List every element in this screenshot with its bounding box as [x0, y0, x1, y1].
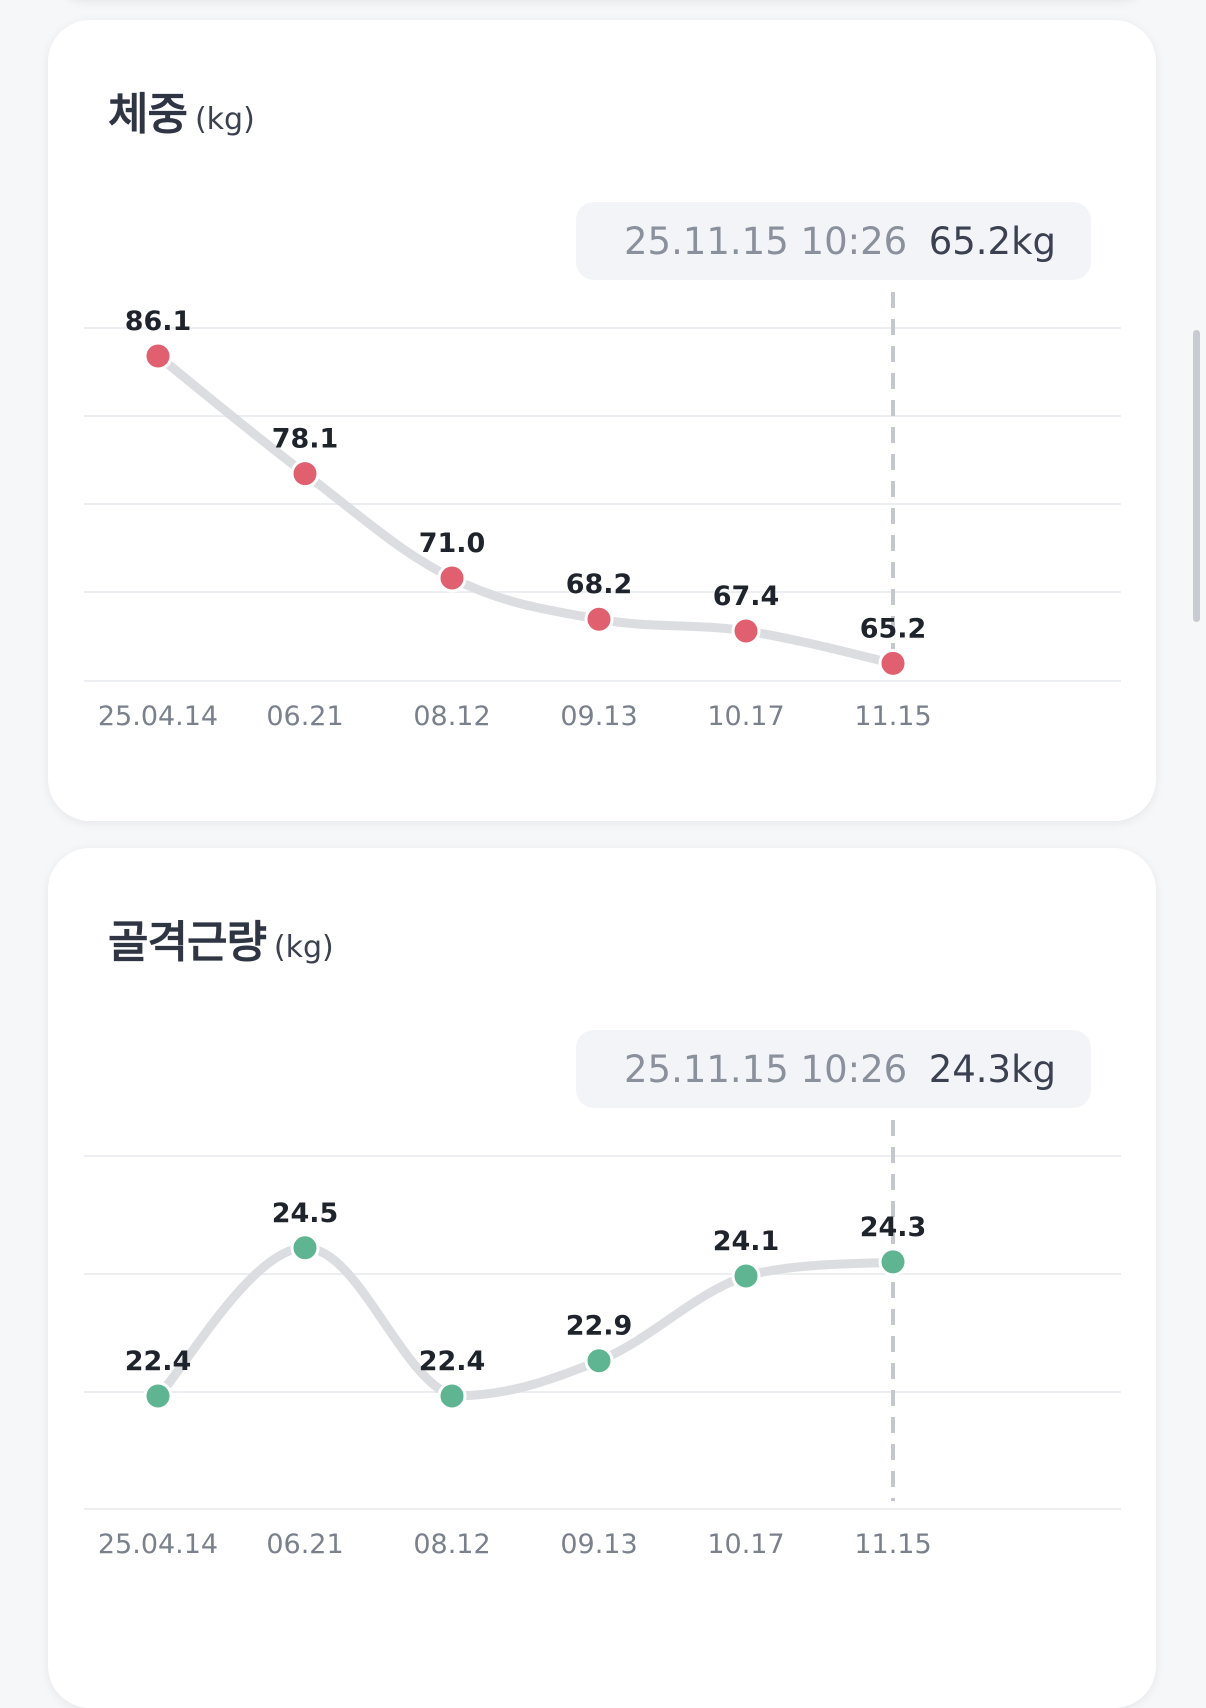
- weight-x-tick-label: 06.21: [266, 701, 343, 732]
- muscle-title: 골격근량: [108, 917, 267, 968]
- weight-data-label: 78.1: [272, 424, 339, 455]
- muscle-point[interactable]: [290, 1233, 320, 1263]
- weight-x-tick-label: 25.04.14: [98, 701, 218, 732]
- weight-point[interactable]: [731, 616, 761, 646]
- weight-data-label: 71.0: [419, 528, 486, 559]
- weight-point[interactable]: [143, 341, 173, 371]
- muscle-series-line: [153, 1243, 898, 1401]
- weight-data-label: 67.4: [713, 581, 780, 612]
- muscle-x-tick-label: 11.15: [854, 1529, 931, 1560]
- weight-point[interactable]: [290, 459, 320, 489]
- scrollbar[interactable]: [1193, 330, 1200, 622]
- muscle-tooltip-value: 24.3kg: [929, 1048, 1056, 1091]
- weight-unit: (kg): [194, 102, 255, 137]
- muscle-point[interactable]: [584, 1346, 614, 1376]
- weight-point[interactable]: [584, 604, 614, 634]
- muscle-card: 골격근량 (kg) 22.4 24.5 22.4 22.9 24.1 24.3 25.04.…: [48, 848, 1156, 1708]
- weight-x-tick-label: 10.17: [707, 701, 784, 732]
- weight-point[interactable]: [878, 648, 908, 678]
- weight-tooltip-bg: [576, 202, 1091, 280]
- muscle-data-label: 22.4: [419, 1346, 486, 1377]
- muscle-point[interactable]: [731, 1261, 761, 1291]
- weight-tooltip-date: 25.11.15 10:26: [624, 220, 907, 263]
- muscle-data-label: 24.3: [860, 1212, 927, 1243]
- muscle-x-tick-label: 09.13: [560, 1529, 637, 1560]
- muscle-tooltip-bg: [576, 1030, 1091, 1108]
- weight-title: 체중: [108, 89, 188, 140]
- muscle-data-label: 22.4: [125, 1346, 192, 1377]
- weight-card: 체중 (kg) 86.1 78.1 71.0 68.2 67.4 65.2 25.04.14…: [48, 20, 1156, 821]
- muscle-data-label: 24.5: [272, 1198, 339, 1229]
- weight-x-tick-label: 09.13: [560, 701, 637, 732]
- weight-tooltip-value: 65.2kg: [929, 220, 1056, 263]
- muscle-x-tick-label: 06.21: [266, 1529, 343, 1560]
- muscle-unit: (kg): [273, 930, 334, 965]
- muscle-card-title: 골격근량 (kg): [108, 906, 334, 970]
- muscle-data-label: 22.9: [566, 1311, 633, 1342]
- weight-x-tick-label: 08.12: [413, 701, 490, 732]
- weight-data-label: 86.1: [125, 306, 192, 337]
- muscle-data-label: 24.1: [713, 1226, 780, 1257]
- weight-point[interactable]: [437, 563, 467, 593]
- weight-chart[interactable]: 86.1 78.1 71.0 68.2 67.4 65.2 25.04.14 06.21 08.…: [48, 20, 1156, 821]
- weight-series-line: [153, 351, 898, 668]
- muscle-x-tick-label: 25.04.14: [98, 1529, 218, 1560]
- muscle-tooltip: 25.11.15 10:26 24.3kg: [576, 1030, 1091, 1108]
- weight-data-label: 68.2: [566, 569, 633, 600]
- weight-tooltip: 25.11.15 10:26 65.2kg: [576, 202, 1091, 280]
- weight-card-title: 체중 (kg): [108, 78, 255, 142]
- muscle-x-tick-label: 10.17: [707, 1529, 784, 1560]
- muscle-chart[interactable]: 22.4 24.5 22.4 22.9 24.1 24.3 25.04.14 06.21 08.…: [48, 848, 1156, 1708]
- muscle-x-tick-label: 08.12: [413, 1529, 490, 1560]
- muscle-point[interactable]: [437, 1381, 467, 1411]
- muscle-tooltip-date: 25.11.15 10:26: [624, 1048, 907, 1091]
- muscle-point[interactable]: [143, 1381, 173, 1411]
- weight-x-tick-label: 11.15: [854, 701, 931, 732]
- weight-data-label: 65.2: [860, 613, 927, 644]
- muscle-point[interactable]: [878, 1247, 908, 1277]
